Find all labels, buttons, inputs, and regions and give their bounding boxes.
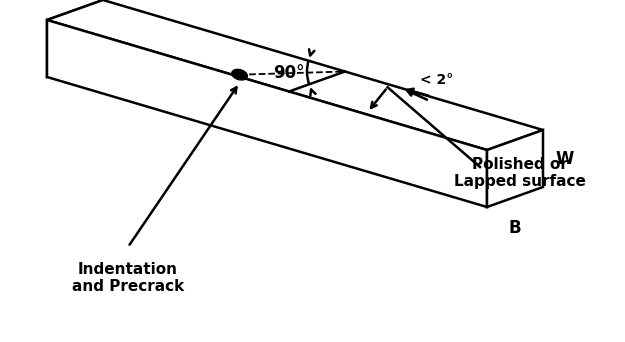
Polygon shape [487,130,543,207]
Polygon shape [47,0,103,77]
Polygon shape [47,20,487,207]
Text: Polished or
Lapped surface: Polished or Lapped surface [454,157,586,189]
Text: B: B [509,219,521,237]
Text: W: W [555,149,573,168]
Text: 90°: 90° [273,64,305,82]
Ellipse shape [232,69,248,80]
Text: Indentation
and Precrack: Indentation and Precrack [72,262,184,294]
Polygon shape [47,0,543,150]
Text: < 2°: < 2° [420,74,454,88]
